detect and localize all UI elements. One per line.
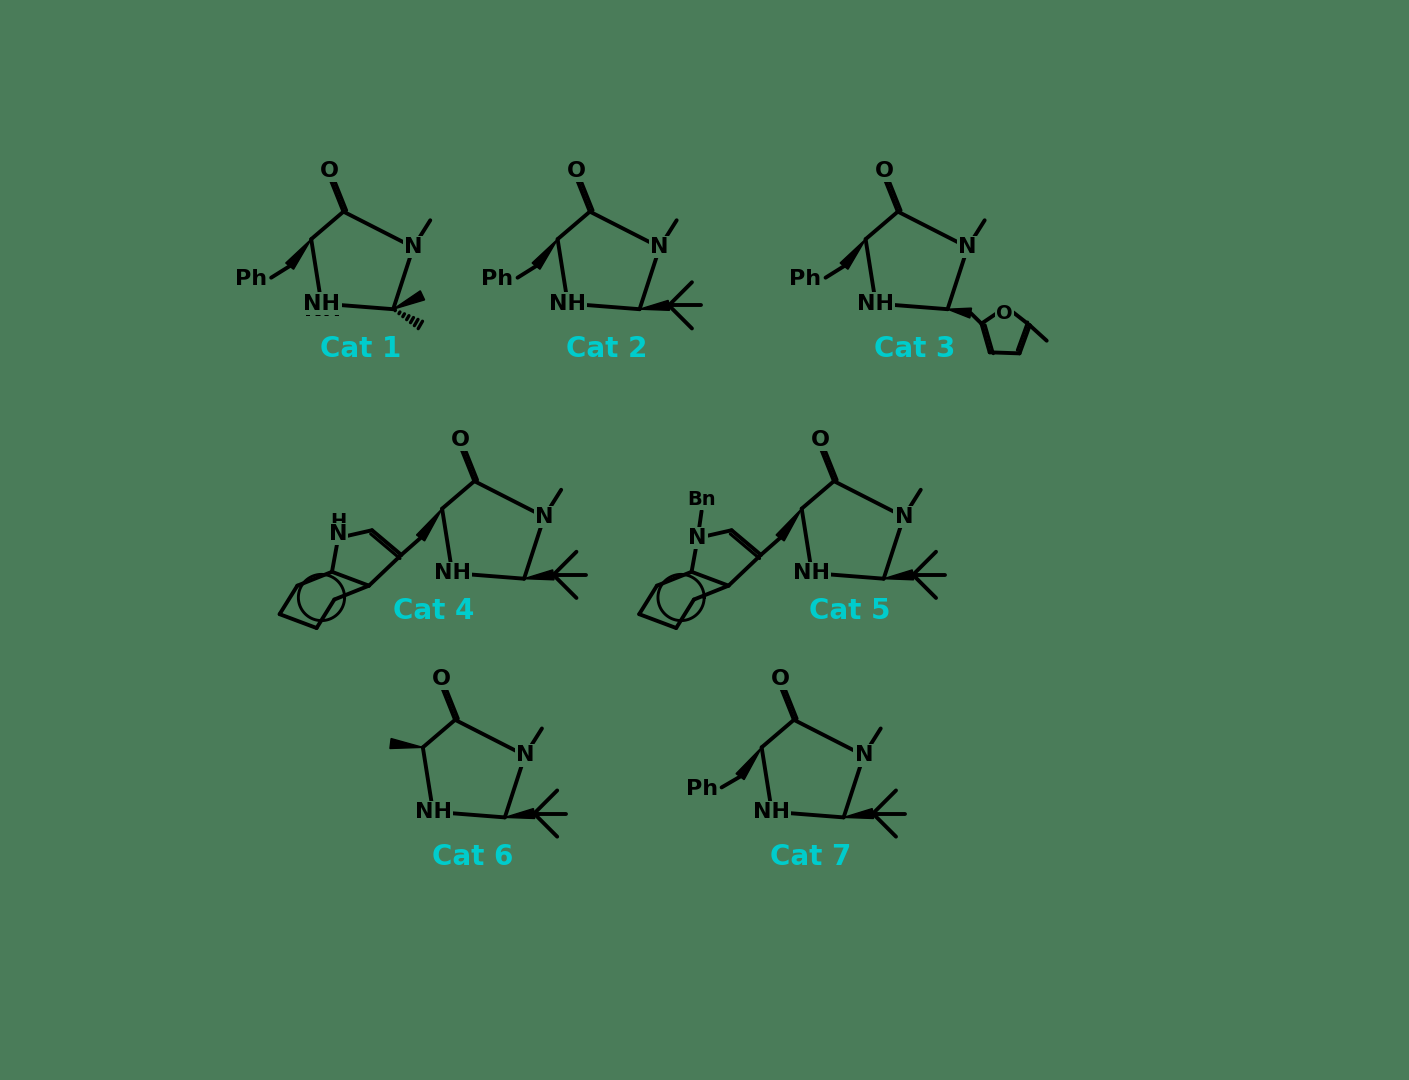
Text: N: N [651, 238, 669, 257]
Text: N: N [404, 238, 423, 257]
Text: Cat 6: Cat 6 [431, 843, 513, 872]
Polygon shape [883, 570, 913, 580]
Polygon shape [393, 291, 424, 309]
Text: N: N [516, 745, 534, 766]
Text: Cat 5: Cat 5 [809, 597, 890, 625]
Text: Ph: Ph [482, 269, 514, 289]
Polygon shape [840, 239, 865, 269]
Text: O: O [451, 430, 471, 450]
Polygon shape [948, 308, 972, 318]
Text: Cat 2: Cat 2 [566, 335, 648, 363]
Polygon shape [640, 300, 669, 310]
Text: NH: NH [304, 300, 341, 321]
Text: NH: NH [434, 563, 471, 583]
Polygon shape [735, 747, 762, 780]
Polygon shape [390, 739, 423, 748]
Text: N: N [328, 524, 348, 544]
Text: Cat 1: Cat 1 [320, 335, 402, 363]
Text: Cat 4: Cat 4 [393, 597, 475, 625]
Polygon shape [524, 570, 554, 580]
Text: O: O [810, 430, 830, 450]
Text: Ph: Ph [686, 779, 717, 799]
Text: H: H [330, 512, 347, 530]
Text: NH: NH [857, 294, 895, 313]
Text: Cat 7: Cat 7 [771, 843, 851, 872]
Text: NH: NH [550, 294, 586, 313]
Text: N: N [854, 745, 874, 766]
Polygon shape [776, 509, 802, 541]
Polygon shape [533, 239, 558, 269]
Text: N: N [958, 238, 976, 257]
Text: O: O [566, 161, 586, 180]
Text: N: N [535, 507, 554, 527]
Polygon shape [417, 509, 442, 541]
Text: O: O [320, 161, 340, 180]
Polygon shape [504, 809, 535, 819]
Polygon shape [844, 809, 874, 819]
Text: O: O [875, 161, 893, 180]
Text: N: N [689, 528, 707, 548]
Text: Ph: Ph [789, 269, 821, 289]
Text: O: O [431, 669, 451, 689]
Text: NH: NH [414, 801, 451, 822]
Text: Bn: Bn [688, 490, 716, 509]
Text: N: N [895, 507, 913, 527]
Text: Ph: Ph [235, 269, 268, 289]
Text: NH: NH [793, 563, 830, 583]
Text: O: O [771, 669, 789, 689]
Text: NH: NH [303, 294, 340, 313]
Polygon shape [286, 239, 311, 269]
Text: N: N [313, 300, 331, 321]
Text: Cat 3: Cat 3 [875, 335, 955, 363]
Text: O: O [996, 303, 1013, 323]
Text: NH: NH [754, 801, 790, 822]
